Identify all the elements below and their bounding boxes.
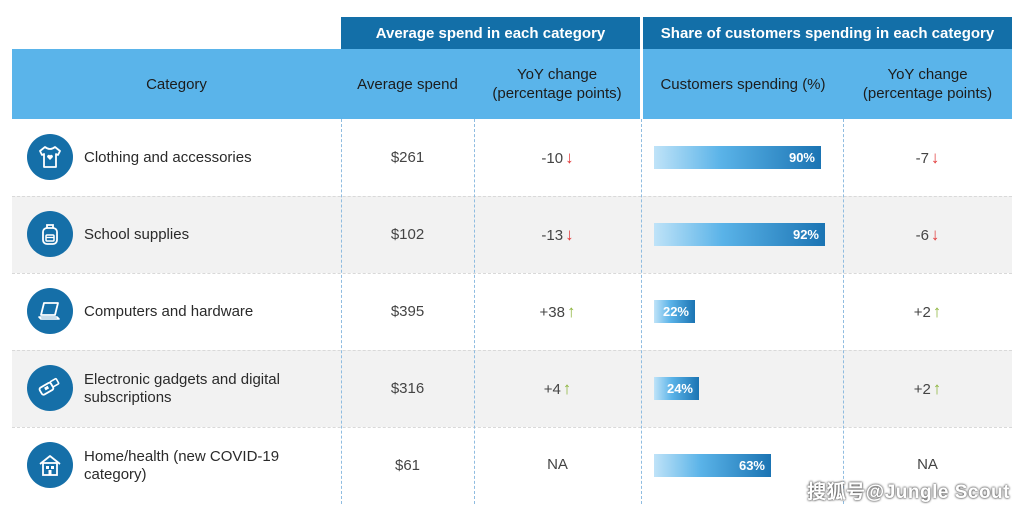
laptop-icon xyxy=(27,288,73,334)
arrow-up-icon: ↑ xyxy=(562,379,572,398)
yoy-value: -10 xyxy=(541,150,564,167)
yoy-value: -6 xyxy=(915,227,929,244)
yoy-value: +2 xyxy=(913,381,931,398)
arrow-down-icon: ↓ xyxy=(565,225,574,244)
table-row xyxy=(12,196,1012,273)
yoy-share-change: +2 ↑ xyxy=(843,379,1012,399)
yoy-value: NA xyxy=(547,456,568,473)
yoy-share-change: -7 ↓ xyxy=(843,148,1012,168)
customers-spending-bar: 92% xyxy=(654,223,825,246)
category-label: Electronic gadgets and digital subscript… xyxy=(84,370,280,406)
house-icon xyxy=(27,442,73,488)
category-header: Category xyxy=(12,49,341,119)
yoy-value: +38 xyxy=(539,304,565,321)
column-divider xyxy=(341,119,342,504)
watermark: 搜狐号@Jungle Scout xyxy=(807,482,1010,503)
yoy-value: -13 xyxy=(541,227,564,244)
column-divider xyxy=(641,119,642,504)
arrow-down-icon: ↓ xyxy=(930,148,940,167)
yoy-value: -7 xyxy=(915,150,929,167)
average-spend-value: $61 xyxy=(394,457,421,474)
category-label: Clothing and accessories xyxy=(84,148,252,166)
yoy-share-change: NA xyxy=(843,456,1012,473)
yoy-spend-change: +4 ↑ xyxy=(474,379,641,399)
bar-data-label: 92% xyxy=(792,227,819,242)
yoy-share-header: YoY change (percentage points) xyxy=(843,49,1012,119)
customers-spending-bar: 22% xyxy=(654,300,695,323)
usb-gadget-icon xyxy=(27,365,73,411)
average-spend-value: $102 xyxy=(390,226,425,243)
category-label: School supplies xyxy=(84,225,190,243)
avg-spend-group-header: Average spend in each category xyxy=(341,17,640,49)
yoy-value: +2 xyxy=(913,304,931,321)
yoy-value: +4 xyxy=(543,381,561,398)
table-row xyxy=(12,350,1012,427)
row-separator xyxy=(12,273,1012,274)
backpack-icon xyxy=(27,211,73,257)
bar-data-label: 22% xyxy=(662,304,689,319)
average-spend-value: $261 xyxy=(390,149,425,166)
row-separator xyxy=(12,350,1012,351)
row-separator xyxy=(12,427,1012,428)
average-spend-value: $316 xyxy=(390,380,425,397)
column-divider xyxy=(843,119,844,504)
customers-spending-header: Customers spending (%) xyxy=(643,49,843,119)
yoy-share-change: +2 ↑ xyxy=(843,302,1012,322)
yoy-value: NA xyxy=(917,456,938,473)
customers-spending-bar: 63% xyxy=(654,454,771,477)
arrow-up-icon: ↑ xyxy=(932,302,942,321)
yoy-spend-change: -10 ↓ xyxy=(474,148,641,168)
yoy-spend-change: NA xyxy=(474,456,641,473)
yoy-spend-change: -13 ↓ xyxy=(474,225,641,245)
category-label: Home/health (new COVID-19 category) xyxy=(84,447,280,483)
avg-spend-header: Average spend xyxy=(341,49,474,119)
average-spend-value: $395 xyxy=(390,303,425,320)
bar-data-label: 63% xyxy=(738,458,765,473)
yoy-spend-header: YoY change (percentage points) xyxy=(474,49,640,119)
share-group-header: Share of customers spending in each cate… xyxy=(643,17,1012,49)
customers-spending-bar: 24% xyxy=(654,377,699,400)
row-separator xyxy=(12,196,1012,197)
arrow-up-icon: ↑ xyxy=(566,302,576,321)
arrow-up-icon: ↑ xyxy=(932,379,942,398)
yoy-share-change: -6 ↓ xyxy=(843,225,1012,245)
arrow-down-icon: ↓ xyxy=(565,148,574,167)
column-divider xyxy=(474,119,475,504)
yoy-spend-change: +38 ↑ xyxy=(474,302,641,322)
category-label: Computers and hardware xyxy=(84,302,254,320)
arrow-down-icon: ↓ xyxy=(930,225,940,244)
customers-spending-bar: 90% xyxy=(654,146,821,169)
bar-data-label: 90% xyxy=(788,150,815,165)
bar-data-label: 24% xyxy=(666,381,693,396)
t-shirt-icon xyxy=(27,134,73,180)
